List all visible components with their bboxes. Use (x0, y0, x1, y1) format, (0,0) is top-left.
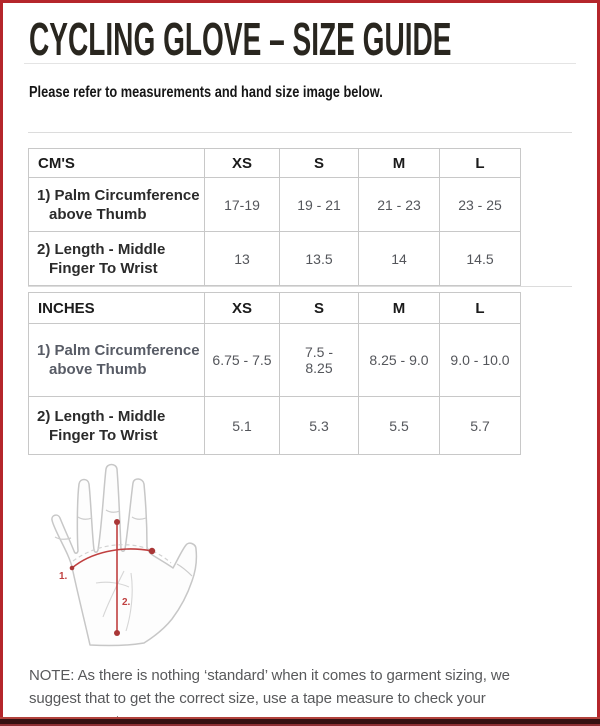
cm-length-l: 14.5 (439, 231, 521, 286)
palm-circumference-measure-line (71, 548, 153, 569)
glove-edge-dashed-line (72, 544, 172, 564)
inches-size-m: M (358, 292, 440, 324)
cm-size-s: S (279, 148, 359, 178)
inches-length-m: 5.5 (358, 396, 440, 455)
cm-palm-row: 1) Palm Circumference above Thumb 17-19 … (28, 177, 521, 232)
bottom-red-band (0, 717, 600, 726)
cm-palm-l: 23 - 25 (439, 177, 521, 232)
inches-palm-row: 1) Palm Circumference above Thumb 6.75 -… (28, 323, 521, 397)
measure2-top-dot (114, 519, 120, 525)
page-title: CYCLING GLOVE – SIZE GUIDE (29, 13, 452, 65)
cm-length-xs: 13 (204, 231, 280, 286)
palm-crease-lines (95, 570, 133, 632)
cm-palm-m: 21 - 23 (358, 177, 440, 232)
hand-measurement-diagram: 1. 2. (51, 463, 198, 647)
measure1-label: 1. (59, 571, 68, 582)
cm-length-row: 2) Length - Middle Finger To Wrist 13 13… (28, 231, 521, 286)
inches-size-l: L (439, 292, 521, 324)
measure2-label: 2. (122, 597, 131, 608)
cm-length-s: 13.5 (279, 231, 359, 286)
subtitle-text: Please refer to measurements and hand si… (29, 84, 383, 101)
cm-size-xs: XS (204, 148, 280, 178)
rule-above-cm-table (28, 132, 572, 133)
cm-length-label: 2) Length - Middle Finger To Wrist (28, 231, 205, 286)
inches-palm-s: 7.5 - 8.25 (279, 323, 359, 397)
cm-size-table: CM'S XS S M L 1) Palm Circumference abov… (28, 148, 521, 286)
inches-size-xs: XS (204, 292, 280, 324)
rule-above-inches-table (28, 286, 572, 287)
cm-size-l: L (439, 148, 521, 178)
hand-outline (51, 463, 198, 647)
inches-palm-xs: 6.75 - 7.5 (204, 323, 280, 397)
inches-unit-header: INCHES (28, 292, 205, 324)
cm-palm-xs: 17-19 (204, 177, 280, 232)
inches-length-l: 5.7 (439, 396, 521, 455)
inches-size-s: S (279, 292, 359, 324)
inches-palm-m: 8.25 - 9.0 (358, 323, 440, 397)
inches-palm-l: 9.0 - 10.0 (439, 323, 521, 397)
title-divider (24, 63, 576, 64)
cm-unit-header: CM'S (28, 148, 205, 178)
inches-length-row: 2) Length - Middle Finger To Wrist 5.1 5… (28, 396, 521, 455)
inches-size-table: INCHES XS S M L 1) Palm Circumference ab… (28, 292, 521, 455)
inches-length-s: 5.3 (279, 396, 359, 455)
knuckle-lines (54, 509, 193, 577)
inches-palm-label: 1) Palm Circumference above Thumb (28, 323, 205, 397)
cm-header-row: CM'S XS S M L (28, 148, 521, 178)
cm-palm-s: 19 - 21 (279, 177, 359, 232)
cm-length-m: 14 (358, 231, 440, 286)
cm-size-m: M (358, 148, 440, 178)
measure1-start-dot (69, 565, 75, 571)
inches-length-xs: 5.1 (204, 396, 280, 455)
measure1-end-dot (148, 547, 156, 555)
cm-palm-label: 1) Palm Circumference above Thumb (28, 177, 205, 232)
inches-header-row: INCHES XS S M L (28, 292, 521, 324)
measure2-bottom-dot (114, 630, 120, 636)
inches-length-label: 2) Length - Middle Finger To Wrist (28, 396, 205, 455)
